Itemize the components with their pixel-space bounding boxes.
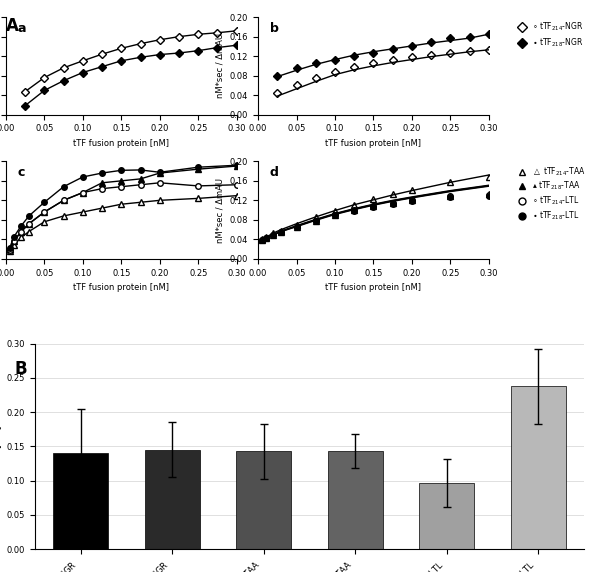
Y-axis label: nM*sec / ΔmAU: nM*sec / ΔmAU (215, 177, 224, 243)
Bar (145, 450, 199, 549)
Y-axis label: Km [nM]: Km [nM] (0, 426, 1, 467)
Text: c: c (18, 166, 25, 179)
Text: B: B (14, 360, 27, 378)
Bar (53, 453, 108, 549)
Bar (236, 451, 291, 549)
Text: b: b (270, 22, 278, 35)
Text: A: A (6, 17, 19, 35)
X-axis label: tTF fusion protein [nM]: tTF fusion protein [nM] (73, 139, 169, 148)
X-axis label: tTF fusion protein [nM]: tTF fusion protein [nM] (326, 283, 421, 292)
Text: d: d (270, 166, 278, 179)
Text: a: a (18, 22, 26, 35)
Y-axis label: nM*sec / ΔmAU: nM*sec / ΔmAU (215, 33, 224, 98)
Bar (419, 483, 474, 549)
Bar (328, 451, 383, 549)
Bar (511, 386, 566, 549)
Legend: $\circ$ tTF$_{214}$-NGR, $\bullet$ tTF$_{218}$-NGR: $\circ$ tTF$_{214}$-NGR, $\bullet$ tTF$_… (514, 21, 583, 49)
Legend: $\triangle$ tTF$_{214}$-TAA, $\blacktriangle$ tTF$_{218}$-TAA, $\circ$ tTF$_{214: $\triangle$ tTF$_{214}$-TAA, $\blacktria… (514, 165, 585, 222)
X-axis label: tTF fusion protein [nM]: tTF fusion protein [nM] (73, 283, 169, 292)
X-axis label: tTF fusion protein [nM]: tTF fusion protein [nM] (326, 139, 421, 148)
